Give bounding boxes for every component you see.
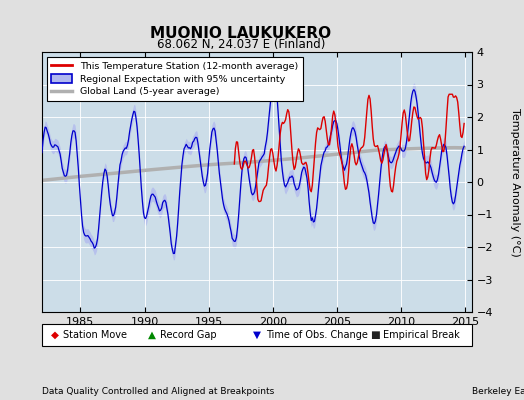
Text: Station Move: Station Move [63,330,127,340]
Text: ▼: ▼ [253,330,261,340]
Y-axis label: Temperature Anomaly (°C): Temperature Anomaly (°C) [510,108,520,256]
Legend: This Temperature Station (12-month average), Regional Expectation with 95% uncer: This Temperature Station (12-month avera… [47,57,303,101]
Text: ■: ■ [370,330,379,340]
Text: ▲: ▲ [148,330,156,340]
Text: ◆: ◆ [51,330,59,340]
Text: Record Gap: Record Gap [160,330,216,340]
Text: Time of Obs. Change: Time of Obs. Change [266,330,367,340]
Text: MUONIO LAUKUKERO: MUONIO LAUKUKERO [150,26,332,41]
Text: Empirical Break: Empirical Break [383,330,459,340]
Text: 68.062 N, 24.037 E (Finland): 68.062 N, 24.037 E (Finland) [157,38,325,51]
Text: Berkeley Earth: Berkeley Earth [472,387,524,396]
Text: Data Quality Controlled and Aligned at Breakpoints: Data Quality Controlled and Aligned at B… [42,387,274,396]
